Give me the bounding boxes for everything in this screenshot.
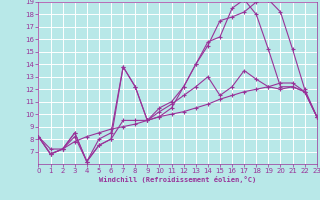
- X-axis label: Windchill (Refroidissement éolien,°C): Windchill (Refroidissement éolien,°C): [99, 176, 256, 183]
